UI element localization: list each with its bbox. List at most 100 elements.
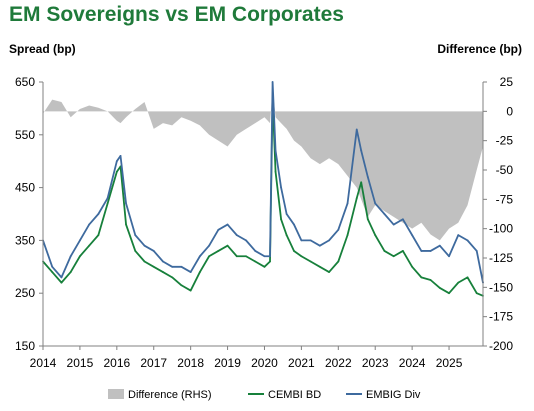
data-point-1-10 bbox=[125, 223, 127, 226]
data-point-1-46 bbox=[420, 276, 423, 279]
x-tick-label: 2016 bbox=[103, 356, 130, 370]
data-point-1-16 bbox=[180, 284, 183, 287]
data-point-1-37 bbox=[346, 234, 349, 237]
data-point-2-42 bbox=[383, 213, 386, 215]
legend-label: Difference (RHS) bbox=[128, 389, 212, 401]
right-tick-label: -200 bbox=[489, 339, 513, 353]
data-point-1-38 bbox=[355, 197, 358, 200]
legend-label: CEMBI BD bbox=[268, 389, 321, 401]
x-tick-label: 2022 bbox=[325, 356, 352, 370]
x-tick-label: 2021 bbox=[288, 356, 315, 370]
x-tick-label: 2019 bbox=[214, 356, 241, 370]
data-point-2-1 bbox=[51, 265, 54, 268]
data-point-1-26 bbox=[269, 260, 271, 263]
data-point-1-32 bbox=[300, 255, 303, 258]
data-point-1-21 bbox=[226, 244, 229, 247]
x-tick-label: 2024 bbox=[399, 356, 426, 370]
data-point-2-8 bbox=[115, 160, 118, 163]
right-axis-title: Difference (bp) bbox=[437, 42, 522, 56]
data-point-2-2 bbox=[60, 276, 63, 279]
right-tick-label: -100 bbox=[489, 222, 513, 236]
data-point-1-19 bbox=[208, 255, 211, 258]
data-point-1-48 bbox=[438, 287, 441, 289]
x-tick-label: 2018 bbox=[177, 356, 204, 370]
right-tick-label: -50 bbox=[496, 163, 514, 177]
data-point-1-3 bbox=[69, 271, 72, 273]
data-point-2-47 bbox=[429, 250, 432, 252]
data-point-2-35 bbox=[328, 239, 330, 242]
data-point-1-2 bbox=[60, 281, 63, 284]
data-point-1-5 bbox=[88, 244, 91, 247]
x-tick-label: 2025 bbox=[436, 356, 463, 370]
data-point-2-36 bbox=[337, 228, 340, 231]
data-point-2-43 bbox=[392, 223, 395, 226]
data-point-1-12 bbox=[143, 260, 146, 263]
data-point-2-23 bbox=[245, 239, 247, 242]
data-point-1-29 bbox=[280, 218, 282, 221]
data-point-1-30 bbox=[285, 234, 288, 237]
data-point-1-28 bbox=[274, 170, 277, 173]
data-point-1-35 bbox=[328, 271, 330, 273]
data-point-2-49 bbox=[448, 255, 450, 258]
left-tick-label: 250 bbox=[15, 286, 35, 300]
data-point-1-52 bbox=[475, 292, 478, 295]
data-point-2-34 bbox=[318, 244, 321, 247]
data-point-2-26 bbox=[269, 255, 271, 258]
data-point-2-44 bbox=[402, 218, 404, 221]
data-point-2-28 bbox=[274, 149, 277, 152]
data-point-2-46 bbox=[420, 250, 423, 252]
x-tick-label: 2020 bbox=[251, 356, 278, 370]
data-point-2-27 bbox=[271, 81, 274, 83]
data-point-2-14 bbox=[162, 260, 164, 263]
legend-swatch-difference bbox=[108, 389, 124, 399]
data-point-2-22 bbox=[235, 234, 238, 237]
data-point-2-5 bbox=[88, 223, 91, 226]
data-point-1-20 bbox=[217, 250, 220, 252]
data-point-2-9 bbox=[119, 155, 122, 157]
data-point-2-20 bbox=[217, 228, 220, 231]
right-tick-label: -125 bbox=[489, 251, 513, 265]
data-point-2-52 bbox=[475, 250, 478, 252]
data-point-1-44 bbox=[402, 250, 404, 252]
data-point-2-48 bbox=[438, 244, 441, 247]
x-tick-label: 2017 bbox=[140, 356, 167, 370]
data-point-1-36 bbox=[337, 260, 340, 263]
data-point-1-43 bbox=[392, 255, 395, 258]
data-point-2-24 bbox=[254, 250, 257, 252]
left-axis-title: Spread (bp) bbox=[9, 42, 76, 56]
data-point-2-32 bbox=[300, 239, 303, 242]
data-point-2-29 bbox=[280, 186, 282, 189]
data-point-1-8 bbox=[115, 170, 118, 173]
right-tick-label: -75 bbox=[496, 192, 514, 206]
data-point-1-6 bbox=[97, 234, 100, 237]
legend-label: EMBIG Div bbox=[366, 389, 421, 401]
data-point-1-7 bbox=[106, 202, 109, 205]
data-point-1-50 bbox=[457, 281, 460, 284]
data-point-2-12 bbox=[143, 244, 146, 247]
data-point-2-30 bbox=[285, 213, 288, 215]
data-point-2-45 bbox=[411, 234, 414, 237]
left-tick-label: 450 bbox=[15, 181, 35, 195]
data-point-2-3 bbox=[69, 255, 72, 258]
data-point-2-50 bbox=[457, 234, 460, 237]
data-point-2-31 bbox=[293, 223, 295, 226]
data-point-2-4 bbox=[79, 239, 81, 242]
data-point-1-23 bbox=[245, 255, 247, 258]
data-point-1-18 bbox=[198, 271, 201, 273]
right-tick-label: 25 bbox=[500, 75, 514, 89]
left-tick-label: 150 bbox=[15, 339, 35, 353]
data-point-2-15 bbox=[171, 265, 174, 268]
data-point-2-17 bbox=[189, 271, 192, 273]
data-point-1-34 bbox=[318, 265, 321, 268]
difference-area-layer bbox=[43, 87, 483, 241]
data-point-2-13 bbox=[152, 250, 155, 252]
legend: Difference (RHS) CEMBI BD EMBIG Div bbox=[108, 389, 421, 401]
left-tick-label: 550 bbox=[15, 128, 35, 142]
series-line-2 bbox=[42, 81, 484, 283]
data-point-2-21 bbox=[226, 223, 229, 226]
data-point-1-42 bbox=[383, 250, 386, 252]
data-point-1-45 bbox=[411, 265, 414, 268]
data-point-1-22 bbox=[235, 255, 238, 258]
data-point-1-15 bbox=[171, 276, 174, 279]
data-point-2-16 bbox=[180, 265, 183, 268]
